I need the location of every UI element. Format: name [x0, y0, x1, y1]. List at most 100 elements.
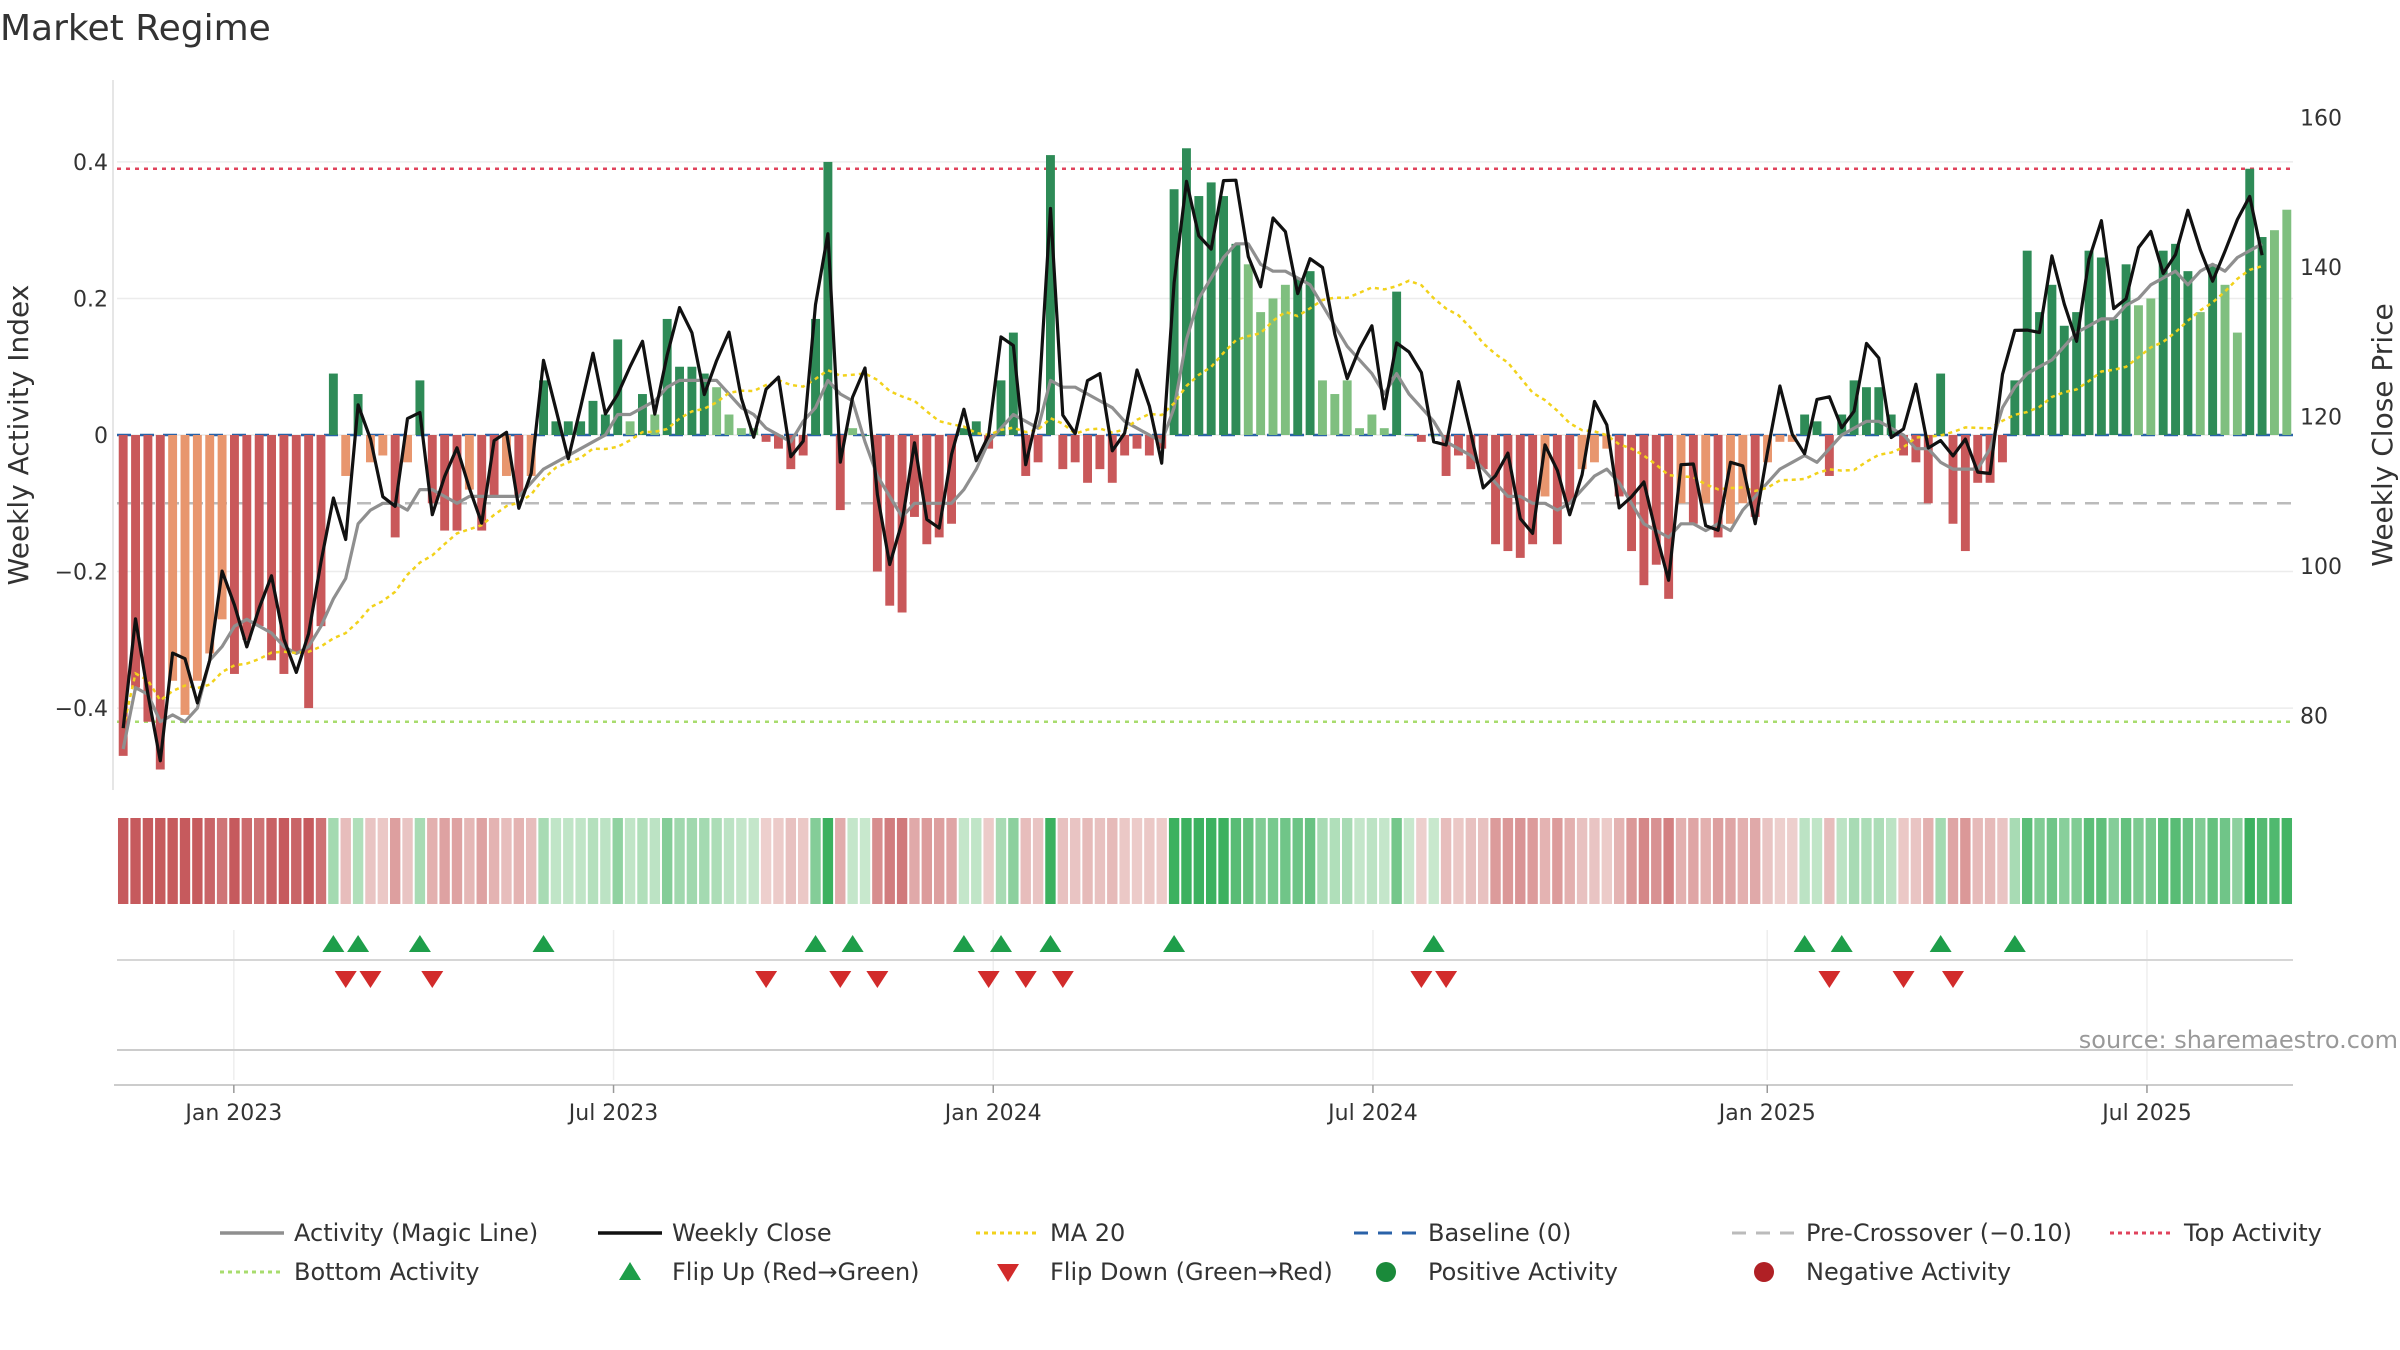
regime-cell: [1836, 818, 1847, 904]
regime-cell: [1354, 818, 1365, 904]
activity-bar: [2270, 230, 2279, 435]
activity-bar: [947, 435, 956, 524]
flip-down-marker: [1942, 971, 1964, 988]
flip-up-marker: [1422, 935, 1445, 952]
legend-item: Activity (Magic Line): [220, 1219, 538, 1247]
regime-cell: [1552, 818, 1563, 904]
regime-cell: [488, 818, 500, 904]
regime-cell: [1700, 818, 1711, 904]
activity-bar: [1750, 435, 1760, 517]
activity-bar: [1268, 298, 1278, 435]
activity-bar: [971, 421, 981, 435]
regime-cell: [1094, 818, 1106, 904]
legend-swatch-triangle-up: [619, 1262, 641, 1280]
regime-cell: [2182, 818, 2194, 904]
activity-bar: [1342, 380, 1352, 435]
regime-cell: [2120, 818, 2132, 904]
flip-down-marker: [977, 971, 1000, 988]
regime-cell: [1341, 818, 1353, 904]
regime-cell: [1935, 818, 1946, 904]
regime-cell: [1923, 818, 1934, 904]
axes: 0.4 0.2 0 −0.2 −0.4 160 140 120 100 80 Weekly Acti…: [2, 80, 2399, 790]
activity-bar: [489, 435, 499, 497]
series-lines: [121, 178, 2264, 763]
activity-bar: [403, 435, 412, 463]
regime-cell: [278, 818, 290, 904]
flip-up-marker: [1929, 935, 1952, 952]
regime-cell: [130, 818, 141, 904]
activity-bar: [2146, 298, 2156, 435]
regime-cell: [1057, 818, 1069, 904]
activity-bar: [502, 435, 511, 476]
activity-bar: [736, 428, 746, 435]
legend-item: Positive Activity: [1376, 1258, 1618, 1286]
activity-bar: [180, 435, 190, 715]
flip-up-marker: [532, 935, 555, 952]
activity-bar: [1478, 435, 1488, 470]
regime-cell: [216, 818, 228, 904]
activity-bar: [217, 435, 227, 620]
legend-item: Flip Up (Red→Green): [619, 1258, 920, 1286]
regime-cell: [1613, 818, 1625, 904]
activity-bar: [1293, 277, 1303, 435]
activity-bar: [662, 318, 672, 435]
activity-bar: [1256, 312, 1266, 435]
regime-cell: [1515, 818, 1526, 904]
activity-bar: [1367, 414, 1377, 435]
legend: Activity (Magic Line) Weekly Close MA 20 Ba…: [220, 1219, 2322, 1286]
left-axis-label: Weekly Activity Index: [2, 285, 35, 586]
activity-bar: [1144, 435, 1154, 456]
regime-cell: [1898, 818, 1909, 904]
activity-bar: [1862, 387, 1871, 435]
regime-cell: [1144, 818, 1155, 904]
regime-cell: [1787, 818, 1798, 904]
activity-bar: [427, 435, 437, 504]
activity-bar: [464, 435, 474, 490]
regime-cell: [810, 818, 821, 904]
activity-bar: [526, 435, 536, 476]
legend-item: Negative Activity: [1754, 1258, 2011, 1286]
regime-cell: [661, 818, 673, 904]
regime-cell: [2046, 818, 2058, 904]
activity-bar: [1614, 435, 1624, 497]
regime-cell: [1638, 818, 1650, 904]
activity-bar: [860, 435, 870, 436]
flip-up-marker: [1830, 935, 1853, 952]
regime-cell: [389, 818, 401, 904]
regime-cell: [266, 818, 277, 904]
flip-up-marker: [952, 935, 975, 952]
regime-cell: [1465, 818, 1477, 904]
regime-cell: [1725, 818, 1736, 904]
activity-bar: [341, 435, 351, 476]
activity-bar: [1973, 435, 1983, 483]
regime-cell: [958, 818, 970, 904]
activity-bar: [910, 435, 919, 517]
regime-cell: [1539, 818, 1551, 904]
source-note: source: sharemaestro.com: [2079, 1026, 2398, 1054]
activity-bar: [1441, 435, 1451, 476]
activity-bars: [118, 148, 2292, 770]
activity-bar: [1565, 435, 1575, 504]
regime-cell: [995, 818, 1007, 904]
activity-bar: [823, 161, 833, 435]
activity-bar: [2121, 264, 2131, 435]
activity-bar: [1899, 435, 1908, 456]
regime-cell: [155, 818, 166, 904]
regime-cell: [674, 818, 685, 904]
legend-label: Weekly Close: [672, 1219, 832, 1247]
activity-bar: [1726, 435, 1735, 524]
activity-bar: [959, 428, 969, 435]
regime-cell: [1663, 818, 1674, 904]
regime-cell: [1589, 818, 1600, 904]
regime-cell: [884, 818, 895, 904]
regime-cell: [600, 818, 611, 904]
regime-cell: [291, 818, 302, 904]
legend-item: Baseline (0): [1354, 1219, 1571, 1247]
regime-cell: [179, 818, 191, 904]
flip-up-marker: [990, 935, 1012, 952]
activity-bar: [1688, 435, 1698, 524]
activity-bar: [2035, 312, 2044, 435]
activity-bar: [1120, 435, 1130, 456]
activity-bar: [2022, 250, 2032, 435]
